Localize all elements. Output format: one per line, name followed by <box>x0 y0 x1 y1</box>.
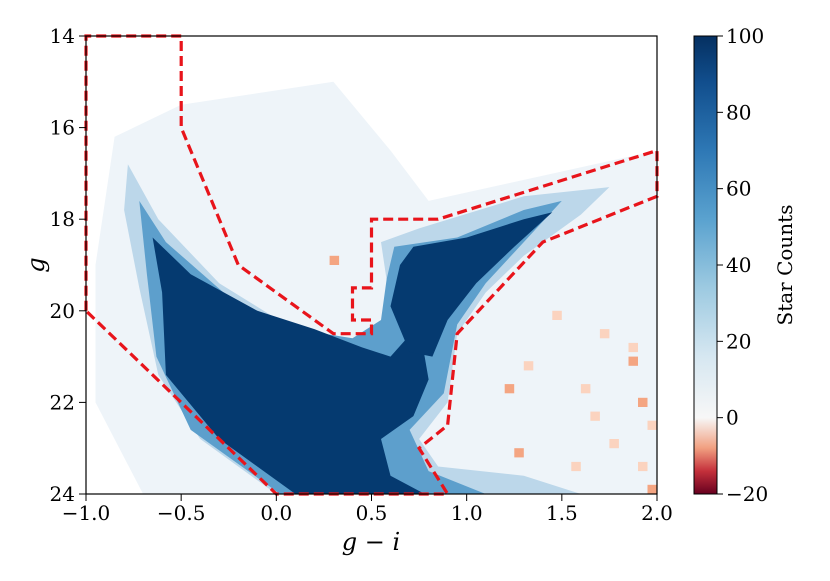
x-tick-label: 0.5 <box>356 501 388 525</box>
x-axis-ticks: −1.0 −0.5 0.0 0.5 1.0 1.5 2.0 <box>62 494 673 525</box>
y-tick-label: 14 <box>50 24 75 48</box>
residual-pixel <box>638 397 648 407</box>
x-tick-label: −1.0 <box>62 501 111 525</box>
colorbar-tick-label: 80 <box>726 100 751 124</box>
colorbar-tick-label: −20 <box>726 482 768 506</box>
residual-pixel <box>638 461 648 472</box>
y-tick-label: 22 <box>50 390 75 414</box>
residual-pixel <box>628 342 638 353</box>
colorbar-label: Star Counts <box>773 205 797 326</box>
residual-pixel <box>580 384 591 394</box>
colorbar-tick-label: 40 <box>726 253 751 277</box>
colorbar: 100 80 60 40 20 0 −20 Star Counts <box>693 24 797 506</box>
residual-pixel <box>590 411 600 421</box>
colorbar-gradient <box>693 35 718 495</box>
selection-polygon <box>84 34 659 496</box>
residual-pixel <box>647 420 657 430</box>
residual-pixel <box>552 310 562 320</box>
density-core-giant-branch <box>390 212 553 357</box>
residual-pixel <box>599 329 610 339</box>
colorbar-tick-label: 100 <box>726 24 764 48</box>
colorbar-tick-label: 60 <box>726 177 751 201</box>
y-tick-label: 20 <box>50 299 75 323</box>
x-tick-label: 0.0 <box>260 501 292 525</box>
density-core-main-sequence <box>152 237 429 494</box>
negative-residual-pixels <box>329 255 657 494</box>
residual-pixel <box>609 439 619 449</box>
x-tick-label: −0.5 <box>157 501 206 525</box>
x-tick-label: 2.0 <box>641 501 673 525</box>
residual-pixel <box>647 484 657 494</box>
residual-pixel <box>571 461 581 472</box>
residual-pixel <box>504 384 515 394</box>
x-tick-label: 1.5 <box>546 501 578 525</box>
y-tick-label: 16 <box>50 116 75 140</box>
y-axis-label: g <box>22 257 50 272</box>
x-axis-label: g − i <box>342 528 400 556</box>
residual-pixel <box>523 361 534 371</box>
residual-pixel <box>514 448 524 458</box>
residual-pixel <box>329 255 340 265</box>
y-axis-ticks: 14 16 18 20 22 24 <box>50 24 86 506</box>
residual-pixel <box>628 356 638 366</box>
colorbar-tick-label: 0 <box>726 406 739 430</box>
plot-area: −1.0 −0.5 0.0 0.5 1.0 1.5 2.0 14 16 18 20 22 24 g −… <box>22 24 673 556</box>
heatmap-density <box>95 81 657 494</box>
colorbar-tick-label: 20 <box>726 329 751 353</box>
y-tick-label: 18 <box>50 207 75 231</box>
y-tick-label: 24 <box>50 482 75 506</box>
x-tick-label: 1.0 <box>451 501 483 525</box>
colorbar-ticks: 100 80 60 40 20 0 −20 <box>717 24 768 506</box>
